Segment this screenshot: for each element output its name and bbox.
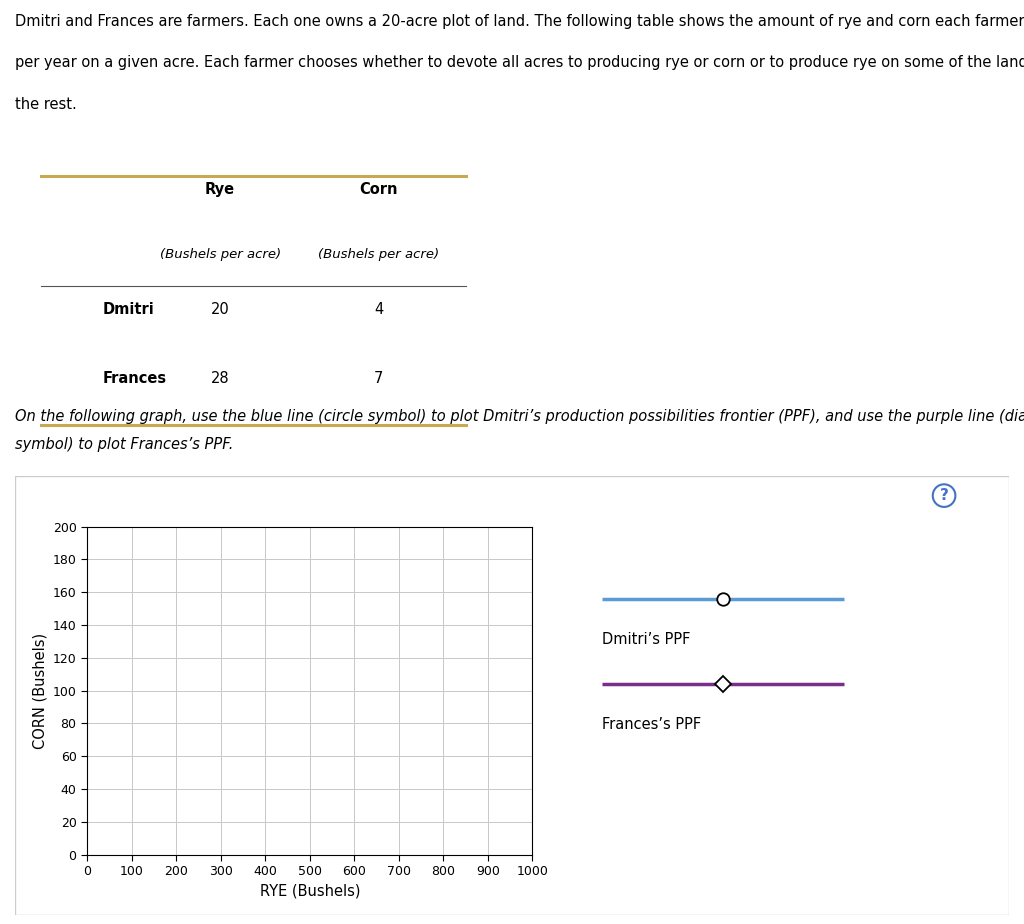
X-axis label: RYE (Bushels): RYE (Bushels) xyxy=(259,883,360,899)
Text: Corn: Corn xyxy=(359,182,398,197)
Text: per year on a given acre. Each farmer chooses whether to devote all acres to pro: per year on a given acre. Each farmer ch… xyxy=(15,55,1024,70)
Text: (Bushels per acre): (Bushels per acre) xyxy=(160,248,281,261)
Text: Frances’s PPF: Frances’s PPF xyxy=(602,717,701,732)
Text: 4: 4 xyxy=(374,302,384,317)
Text: 28: 28 xyxy=(211,371,229,386)
Text: Dmitri: Dmitri xyxy=(102,302,155,317)
Text: On the following graph, use the blue line (circle symbol) to plot Dmitri’s produ: On the following graph, use the blue lin… xyxy=(15,408,1024,424)
Text: symbol) to plot Frances’s PPF.: symbol) to plot Frances’s PPF. xyxy=(15,436,233,452)
Text: Dmitri and Frances are farmers. Each one owns a 20-acre plot of land. The follow: Dmitri and Frances are farmers. Each one… xyxy=(15,14,1024,29)
Text: the rest.: the rest. xyxy=(15,97,77,112)
Y-axis label: CORN (Bushels): CORN (Bushels) xyxy=(32,633,47,748)
Text: Rye: Rye xyxy=(205,182,236,197)
Text: ?: ? xyxy=(940,488,948,503)
Text: 7: 7 xyxy=(374,371,384,386)
Text: (Bushels per acre): (Bushels per acre) xyxy=(318,248,439,261)
Text: 20: 20 xyxy=(211,302,229,317)
Text: Frances: Frances xyxy=(102,371,167,386)
Text: Dmitri’s PPF: Dmitri’s PPF xyxy=(602,632,690,647)
